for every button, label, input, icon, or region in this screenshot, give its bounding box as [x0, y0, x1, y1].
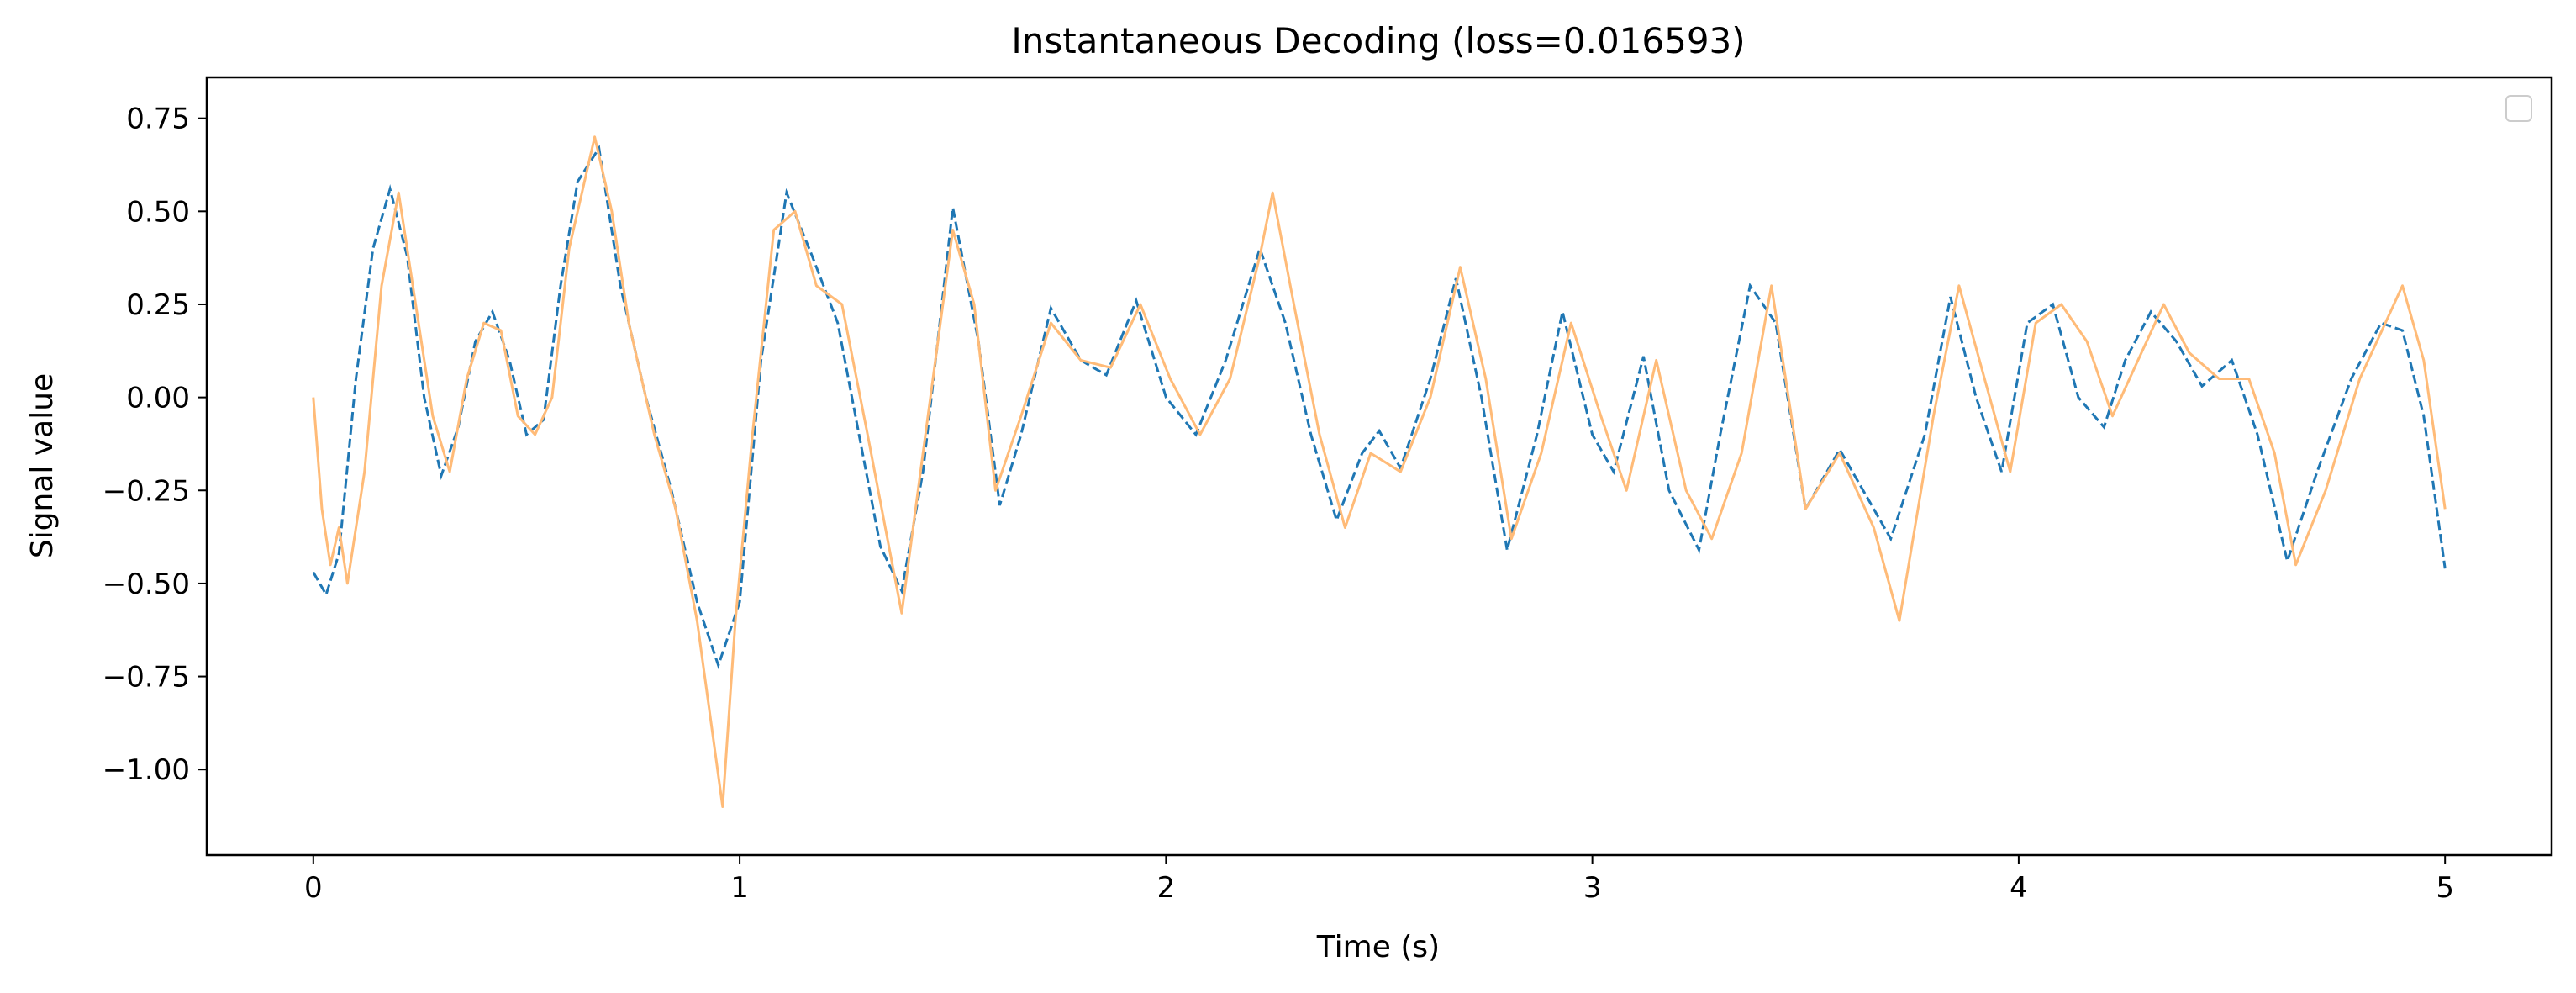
- x-tick-label: 4: [2010, 871, 2028, 905]
- y-tick-label: −0.75: [103, 661, 190, 695]
- legend: [2505, 95, 2532, 122]
- x-tick-label: 2: [1157, 871, 1176, 905]
- series-line-1: [312, 144, 2447, 670]
- y-tick-label: −0.25: [103, 474, 190, 508]
- y-axis-label: Signal value: [25, 373, 60, 558]
- y-tick-label: 0.50: [126, 195, 190, 229]
- y-axis-ticks: 0.75 0.50 0.25 0.00 −0.25 −0.50 −0.75 −1.00: [103, 103, 207, 787]
- x-tick-label: 1: [730, 871, 749, 905]
- y-tick-label: −0.50: [103, 568, 190, 601]
- chart-title: Instantaneous Decoding (loss=0.016593): [1011, 20, 1745, 61]
- x-tick-label: 3: [1583, 871, 1602, 905]
- x-tick-label: 0: [304, 871, 323, 905]
- x-tick-label: 5: [2436, 871, 2454, 905]
- y-tick-label: 0.75: [126, 103, 190, 136]
- x-axis-label: Time (s): [1316, 930, 1440, 964]
- y-tick-label: 0.00: [126, 382, 190, 415]
- x-axis-ticks: 0 1 2 3 4 5: [304, 855, 2454, 905]
- legend-box: [2505, 95, 2532, 122]
- plot-frame: [205, 76, 2553, 857]
- series-layer: [312, 135, 2447, 808]
- y-tick-label: 0.25: [126, 288, 190, 322]
- series-line-2: [312, 135, 2447, 808]
- plot-area: [205, 76, 2553, 857]
- y-tick-label: −1.00: [103, 753, 190, 787]
